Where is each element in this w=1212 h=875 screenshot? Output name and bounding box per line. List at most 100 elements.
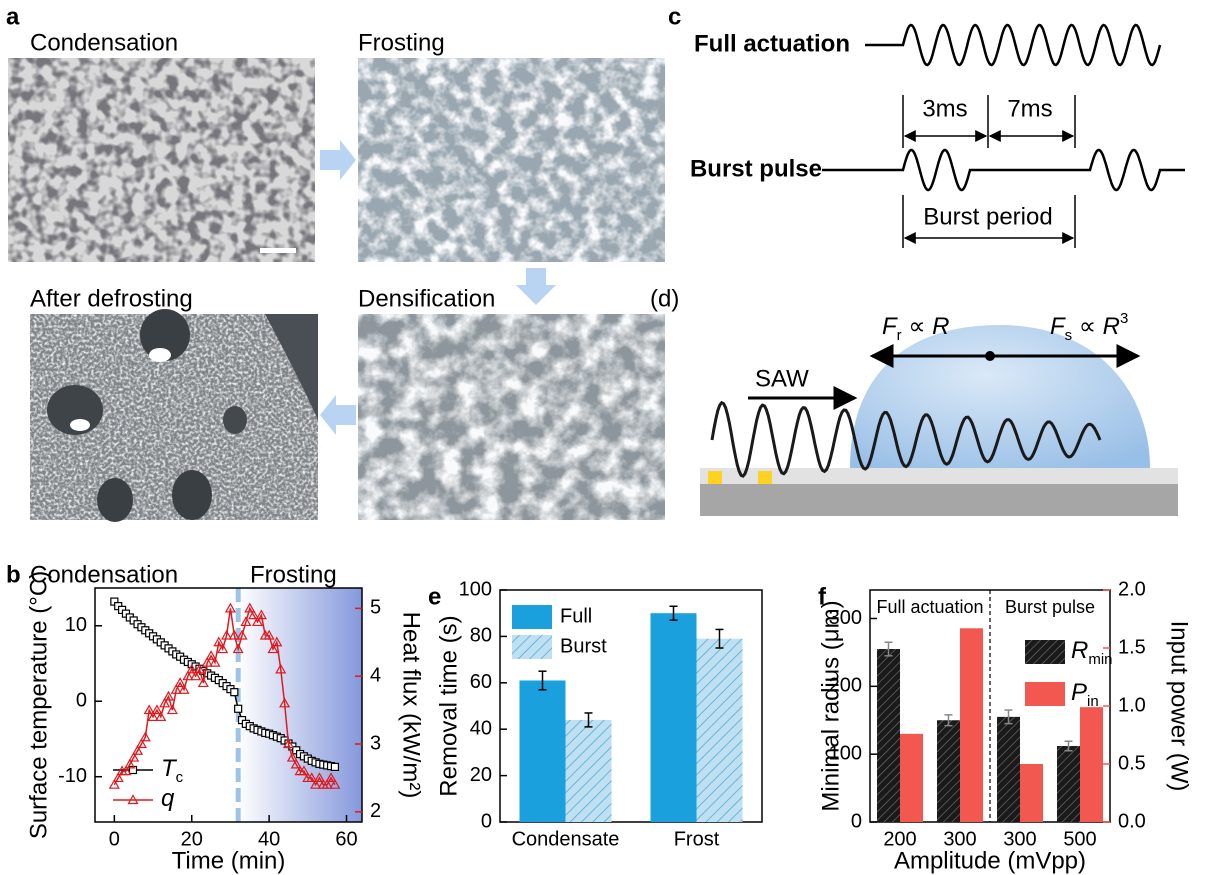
legend-label: Tc (161, 755, 184, 786)
legend-symbol: q (161, 785, 175, 812)
image-label: After defrosting (30, 285, 193, 312)
y-tick-label: 1.5 (1118, 636, 1146, 658)
panel-label: e (428, 583, 441, 610)
y-tick-label: 60 (470, 671, 492, 693)
image-label: Condensation (30, 29, 178, 56)
x-axis-label: Time (min) (172, 847, 286, 874)
axis-label: Minimal radius (μm) (817, 600, 844, 811)
timing-label: 7ms (1007, 95, 1052, 122)
full-waveform (865, 25, 1160, 65)
x-tick-label: 300 (943, 828, 976, 850)
y-tick-label: 100 (459, 578, 492, 600)
symbol: R (1103, 313, 1120, 340)
x-tick-label: 500 (1063, 828, 1096, 850)
bar (1020, 764, 1043, 822)
timing-label: Burst period (923, 203, 1052, 230)
y-tick-label: 0.0 (1118, 810, 1146, 832)
axis-label: Input power (W) (1166, 621, 1193, 792)
photo-densification (358, 314, 665, 520)
bar (566, 720, 612, 822)
legend-symbol: R (1071, 637, 1088, 664)
marker (235, 705, 242, 712)
phase-label: Frosting (250, 561, 337, 588)
symbol: F (1050, 313, 1066, 340)
symbol: R (932, 313, 949, 340)
bar (960, 628, 983, 822)
y-tick-label: 0 (851, 810, 862, 832)
bar (1080, 707, 1103, 822)
y-tick-label: 20 (470, 764, 492, 786)
bar (900, 734, 923, 822)
y-tick-label: 5 (370, 597, 381, 619)
x-tick-label: Frost (674, 828, 720, 850)
force-origin (985, 351, 995, 361)
legend-subscript: min (1088, 651, 1112, 668)
relation: ∝ (1072, 313, 1102, 340)
panel-label: c (668, 3, 681, 30)
legend-symbol: P (1071, 679, 1087, 706)
legend-swatch (1025, 640, 1065, 664)
axis-label: Removal time (s) (435, 615, 462, 796)
symbol: F (882, 313, 898, 340)
y-tick-label: 80 (470, 625, 492, 647)
subscript: s (1065, 327, 1073, 344)
photo-condensation (8, 58, 315, 262)
electrode (758, 471, 772, 484)
panel-label: (d) (650, 285, 679, 312)
x-tick-label: Condensate (512, 828, 620, 850)
bar (1057, 746, 1080, 822)
bar (877, 649, 900, 822)
saw-label: SAW (755, 365, 809, 392)
flow-arrow (320, 395, 356, 435)
legend-swatch (512, 635, 552, 659)
flow-arrow (516, 268, 556, 305)
legend-label: Burst (560, 635, 607, 657)
legend-subscript: c (176, 769, 184, 786)
frost-region (238, 588, 362, 822)
x-tick-label: 0 (109, 828, 120, 850)
force-label: Fs ∝ R3 (1050, 310, 1128, 344)
y-tick-label: 2 (370, 800, 381, 822)
marker (231, 689, 238, 696)
bar (520, 680, 566, 822)
y-tick-label: 10 (65, 614, 87, 636)
bar (997, 717, 1020, 822)
timing-label: 3ms (922, 95, 967, 122)
y-tick-label: 1.0 (1118, 694, 1146, 716)
photo-after-defrosting (30, 309, 318, 522)
x-axis-label: Amplitude (mVpp) (894, 847, 1086, 874)
y-tick-label: -10 (58, 765, 87, 787)
waveform-label: Full actuation (694, 30, 850, 57)
legend-swatch (512, 605, 552, 629)
legend-label: Pin (1071, 679, 1099, 710)
bar (651, 613, 697, 822)
y-tick-label: 0 (481, 810, 492, 832)
y-tick-label: 4 (370, 664, 381, 686)
electrode (708, 471, 722, 484)
marker (331, 763, 338, 770)
legend-subscript: in (1087, 693, 1099, 710)
y-tick-label: 2.0 (1118, 578, 1146, 600)
superscript: 3 (1120, 310, 1128, 327)
y-tick-label: 0 (76, 690, 87, 712)
bar (937, 720, 960, 822)
axis-label: Heat flux (kW/m²) (398, 612, 425, 799)
x-tick-label: 300 (1003, 828, 1036, 850)
legend-swatch (1025, 682, 1065, 706)
group-label: Full actuation (876, 597, 983, 617)
legend-label: Full (560, 605, 592, 627)
flow-arrow (320, 140, 356, 180)
y-tick-label: 0.5 (1118, 752, 1146, 774)
droplet (850, 325, 1150, 468)
panel-label: b (6, 561, 21, 588)
legend-label: q (161, 785, 175, 812)
substrate (700, 484, 1178, 516)
waveform-label: Burst pulse (690, 155, 822, 182)
burst-waveform (822, 150, 1185, 190)
image-label: Frosting (358, 29, 445, 56)
image-label: Densification (358, 285, 495, 312)
legend-label: Rmin (1071, 637, 1113, 668)
panel-label: a (6, 3, 20, 30)
group-label: Burst pulse (1005, 597, 1095, 617)
force-label: Fr ∝ R (882, 313, 950, 344)
